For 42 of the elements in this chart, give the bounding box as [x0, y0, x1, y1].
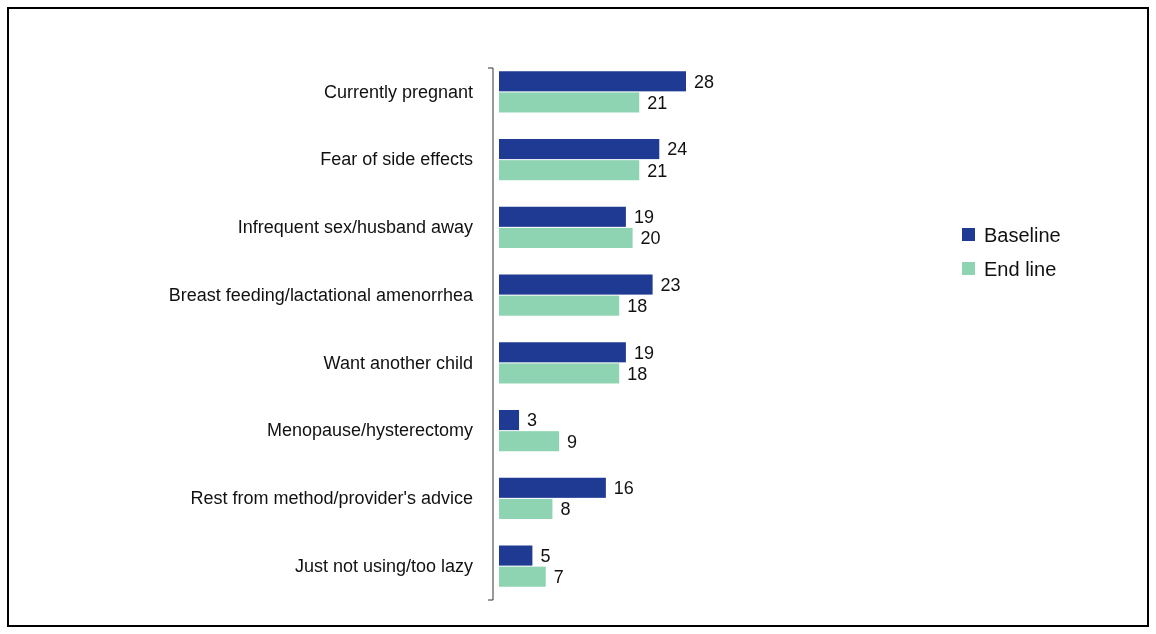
bar — [499, 206, 626, 227]
legend-label: End line — [984, 258, 1057, 280]
bar — [499, 139, 660, 160]
data-label: 24 — [667, 139, 688, 160]
bar — [499, 71, 686, 92]
data-label: 20 — [640, 228, 661, 249]
data-label: 28 — [694, 71, 715, 92]
y-tick-label: Currently pregnant — [323, 81, 473, 102]
data-label: 5 — [540, 545, 551, 566]
bar — [499, 545, 533, 566]
data-label: 8 — [560, 499, 571, 520]
y-tick-label: Want another child — [323, 352, 473, 373]
data-label: 9 — [567, 431, 578, 452]
y-tick-label: Just not using/too lazy — [294, 555, 473, 576]
data-label: 21 — [647, 92, 668, 113]
y-tick-label: Fear of side effects — [320, 149, 473, 170]
bar — [499, 274, 653, 295]
bar — [499, 160, 640, 181]
legend-label: Baseline — [984, 224, 1061, 246]
bar — [499, 431, 560, 452]
data-label: 23 — [660, 274, 681, 295]
data-label: 3 — [527, 410, 538, 431]
y-tick-label: Breast feeding/lactational amenorrhea — [168, 284, 474, 305]
bar — [499, 498, 553, 519]
bar — [499, 477, 606, 498]
bar — [499, 295, 620, 316]
y-tick-label: Infrequent sex/husband away — [237, 217, 473, 238]
data-label: 18 — [627, 363, 648, 384]
bar — [499, 410, 520, 431]
bar — [499, 227, 633, 248]
data-label: 21 — [647, 160, 668, 181]
y-tick-label: Menopause/hysterectomy — [266, 420, 473, 441]
data-label: 18 — [627, 296, 648, 316]
data-label: 16 — [613, 478, 634, 499]
bar — [499, 566, 546, 587]
data-label: 7 — [553, 567, 564, 587]
bar — [499, 92, 640, 113]
bar — [499, 342, 626, 363]
data-label: 19 — [633, 207, 654, 228]
y-tick-label: Rest from method/provider's advice — [190, 488, 473, 509]
data-label: 19 — [633, 342, 654, 363]
bar — [499, 363, 620, 384]
